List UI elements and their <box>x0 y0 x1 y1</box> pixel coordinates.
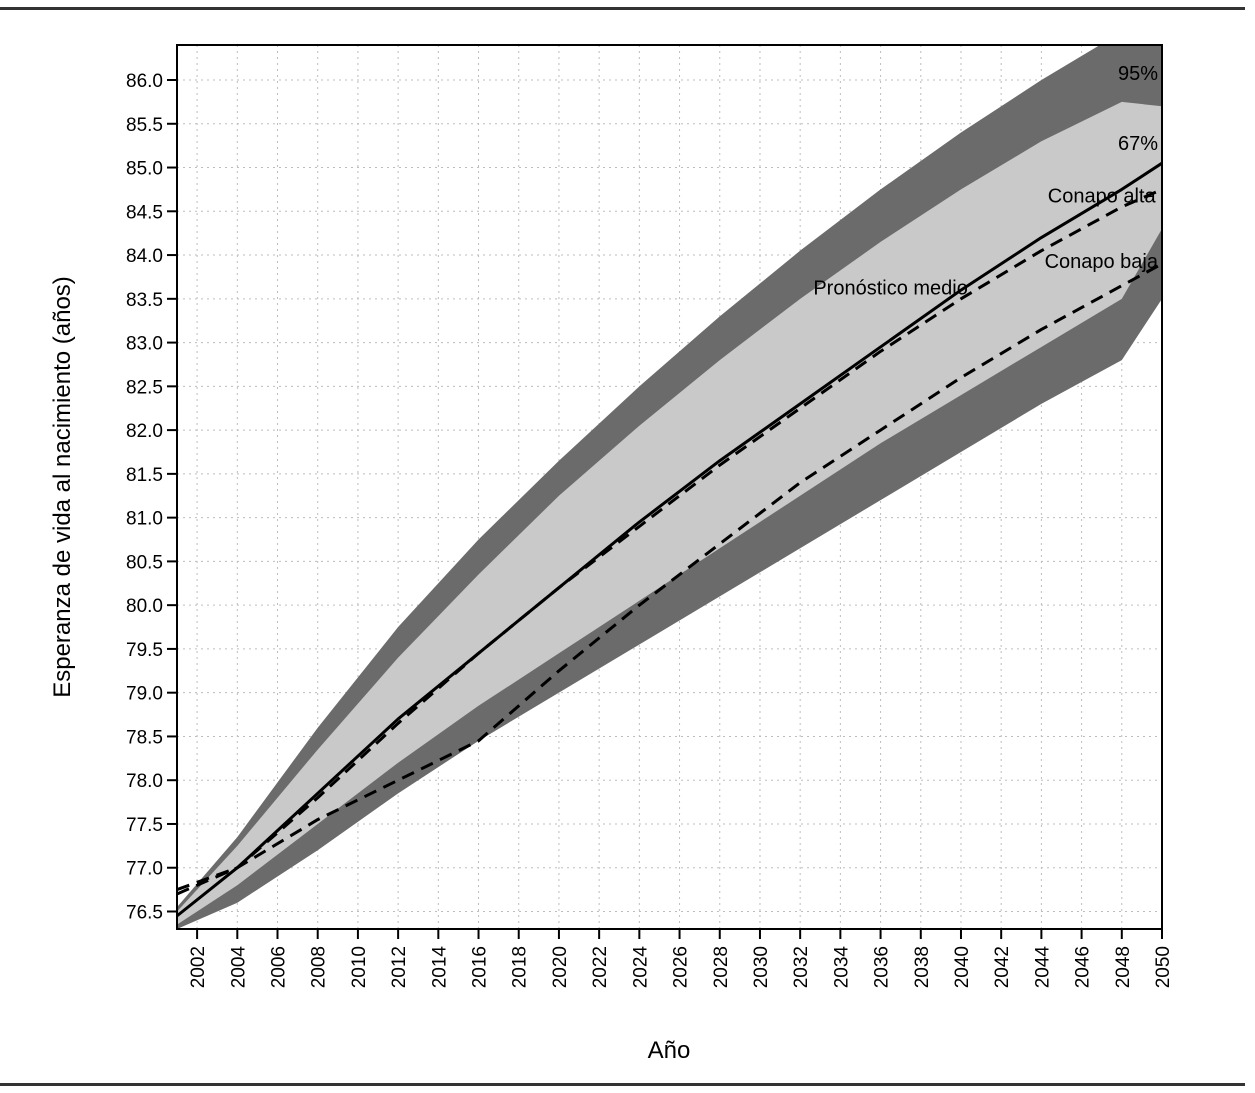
y-axis-title: Esperanza de vida al nacimiento (años) <box>49 276 76 698</box>
x-tick-label: 2012 <box>389 946 410 988</box>
y-tick-label: 80.5 <box>126 552 163 573</box>
x-tick-label: 2032 <box>791 946 812 988</box>
y-tick-label: 81.0 <box>126 509 163 530</box>
x-tick-label: 2024 <box>630 946 651 989</box>
x-tick-label: 2018 <box>510 946 531 988</box>
x-tick-label: 2046 <box>1073 946 1094 988</box>
y-tick-label: 83.0 <box>126 334 163 355</box>
prediction-bands <box>177 45 1162 929</box>
x-tick-label: 2030 <box>751 946 772 988</box>
x-tick-label: 2050 <box>1153 946 1174 988</box>
y-axis: 76.5 77.0 77.5 78.0 78.5 79.0 79.5 80.0 80.5 81.0… <box>126 71 177 923</box>
x-tick-label: 2010 <box>349 946 370 988</box>
x-tick-label: 2026 <box>671 946 692 988</box>
annotation-label: Conapo alta <box>1048 186 1157 208</box>
y-tick-label: 84.0 <box>126 246 163 267</box>
x-tick-label: 2002 <box>188 946 209 988</box>
x-tick-label: 2038 <box>912 946 933 988</box>
annotations: 95% 67% Conapo alta Conapo baja Pronóstico m… <box>813 63 1159 299</box>
x-tick-label: 2006 <box>269 946 290 988</box>
series-lines <box>177 161 1162 918</box>
y-tick-label: 80.0 <box>126 596 163 617</box>
y-tick-label: 82.5 <box>126 377 163 398</box>
y-tick-label: 77.5 <box>126 815 163 836</box>
series-line-conapo-baja <box>177 262 1162 892</box>
plot-frame <box>176 44 1163 930</box>
y-tick-label: 81.5 <box>126 465 163 486</box>
x-tick-label: 2042 <box>992 946 1013 988</box>
y-tick-label: 85.0 <box>126 159 163 180</box>
band-67pct <box>177 101 1162 925</box>
x-tick-label: 2036 <box>872 946 893 988</box>
series-line-pronóstico-medio <box>177 161 1162 918</box>
y-tick-label: 76.5 <box>126 902 163 923</box>
annotation-label: Pronóstico medio <box>813 277 968 299</box>
y-tick-label: 79.0 <box>126 684 163 705</box>
x-tick-label: 2008 <box>309 946 330 988</box>
y-tick-label: 83.5 <box>126 290 163 311</box>
y-tick-label: 82.0 <box>126 421 163 442</box>
x-axis: 2002 2004 2006 2008 2010 2012 2014 2016 2018 2020… <box>188 929 1174 988</box>
annotation-label: Conapo baja <box>1045 251 1159 273</box>
annotation-label: 67% <box>1118 133 1158 155</box>
top-rule <box>0 7 1245 10</box>
y-tick-label: 78.5 <box>126 727 163 748</box>
bottom-rule <box>0 1083 1245 1086</box>
x-tick-label: 2016 <box>470 946 491 988</box>
y-tick-label: 78.0 <box>126 771 163 792</box>
x-tick-label: 2022 <box>590 946 611 988</box>
y-tick-label: 86.0 <box>126 71 163 92</box>
x-axis-title: Año <box>648 1037 691 1064</box>
x-tick-label: 2048 <box>1113 946 1134 988</box>
y-tick-label: 79.5 <box>126 640 163 661</box>
x-tick-label: 2014 <box>429 946 450 989</box>
y-tick-label: 84.5 <box>126 202 163 223</box>
x-tick-label: 2004 <box>228 946 249 989</box>
x-tick-label: 2044 <box>1032 946 1053 989</box>
annotation-label: 95% <box>1118 63 1158 85</box>
x-tick-label: 2020 <box>550 946 571 988</box>
y-tick-label: 77.0 <box>126 859 163 880</box>
series-line-conapo-alta <box>177 188 1162 896</box>
x-tick-label: 2040 <box>952 946 973 988</box>
x-tick-label: 2034 <box>831 946 852 989</box>
x-tick-label: 2028 <box>711 946 732 988</box>
y-tick-label: 85.5 <box>126 115 163 136</box>
